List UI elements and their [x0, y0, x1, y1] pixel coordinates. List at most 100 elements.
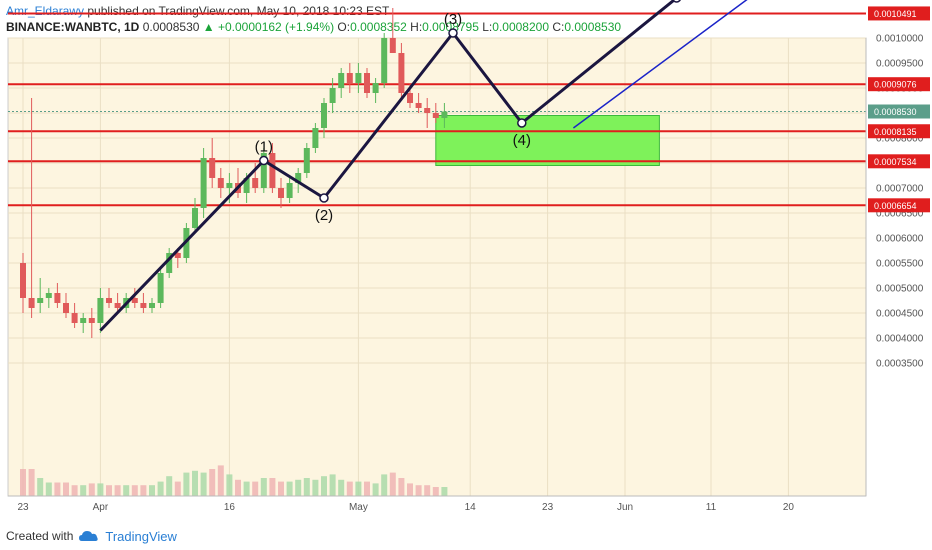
volume-bar [140, 485, 147, 496]
date-tick-label: 23 [542, 502, 554, 513]
wave-point [448, 28, 458, 38]
elliott-wave: (1)(2)(3)(4)(5) [99, 0, 681, 332]
candle-body [295, 173, 302, 183]
candle-body [415, 103, 422, 108]
price-tick-label: 0.0003500 [876, 359, 924, 370]
date-tick-label: May [349, 502, 368, 513]
candle-body [63, 303, 69, 313]
candle-body [372, 83, 379, 93]
candle-body [321, 103, 327, 128]
change-value: ▲ +0.0000162 (+1.94%) [202, 20, 335, 34]
candle-body [54, 293, 61, 303]
date-tick-label: 16 [224, 502, 236, 513]
high-label: H: [410, 20, 423, 34]
candle-body [407, 93, 413, 103]
volume-bar [364, 481, 370, 496]
volume-bar [295, 479, 302, 496]
volume-bar [432, 487, 439, 496]
candle-body [106, 298, 112, 303]
wave-label: (2) [315, 207, 333, 224]
candle-body [441, 111, 448, 118]
support-zone-box [435, 115, 660, 166]
price-tick-label: 0.0009500 [876, 59, 924, 70]
wave-point [517, 118, 527, 128]
volume-bar [157, 481, 164, 496]
candle-body [260, 153, 267, 188]
candle-body [209, 158, 216, 178]
level-label: 0.0009076 [874, 80, 917, 90]
date-tick-label: Jun [617, 502, 633, 513]
candle-body [243, 178, 250, 193]
low-value: 0.0008200 [492, 20, 549, 34]
candle-body [28, 298, 35, 308]
candle-body [217, 178, 224, 188]
low-label: L: [482, 20, 493, 34]
level-label: 0.0008135 [874, 127, 917, 137]
price-tick-label: 0.0004500 [876, 309, 924, 320]
candle-body [346, 73, 353, 83]
volume-bar [269, 478, 276, 496]
candle-body [192, 208, 198, 228]
close-value: 0.0008530 [564, 20, 622, 34]
candle-body [131, 298, 138, 303]
date-tick-label: 11 [706, 502, 717, 513]
volume-bar [381, 474, 388, 496]
price-axis[interactable]: 0.00110000.00105000.00100000.00095000.00… [865, 0, 932, 496]
volume-bar [441, 487, 448, 496]
volume-bar [260, 478, 267, 496]
volume-bar [71, 485, 78, 496]
publish-line: Amr_Eldarawy published on TradingView.co… [6, 3, 926, 19]
level-tag [868, 6, 930, 21]
last-price: 0.0008530 [142, 20, 200, 34]
wave-point [319, 193, 329, 203]
publish-info: published on TradingView.com, May 10, 20… [87, 4, 390, 18]
volume-bar [106, 485, 112, 496]
candle-body [338, 73, 345, 88]
candle-body [20, 263, 26, 298]
volume-bar [346, 481, 353, 496]
volume-bar [398, 478, 405, 496]
price-tick-label: 0.0004000 [876, 334, 924, 345]
volume-bar [312, 479, 319, 496]
volume-bar [200, 472, 207, 496]
volume-bar [183, 472, 190, 496]
wave-label: (4) [513, 132, 531, 149]
plot-area[interactable] [7, 37, 867, 497]
price-tick-label: 0.0010000 [876, 34, 924, 45]
volume-bar [415, 485, 422, 496]
volume-bar [20, 469, 26, 496]
arrow-line [572, 0, 748, 129]
tradingview-brand[interactable]: TradingView [105, 528, 177, 544]
volume-bar [192, 470, 198, 496]
volume-bar [88, 483, 95, 496]
time-axis[interactable]: 23 Apr 16 May 14 23 Jun 11 20 [8, 495, 866, 513]
support-zone [435, 115, 660, 166]
candle-body [157, 273, 164, 303]
volume-bar [63, 482, 69, 496]
candle-body [200, 158, 207, 208]
close-label: C: [552, 20, 565, 34]
candle-body [303, 148, 310, 173]
level-label: 0.0010491 [874, 9, 917, 19]
tradingview-cloud-icon [79, 531, 99, 541]
candle-body [80, 318, 87, 323]
volume-bar [226, 474, 233, 496]
volume-bar [80, 485, 87, 496]
volume-bar [54, 482, 61, 496]
volume-bar [338, 479, 345, 496]
candle-body [149, 303, 155, 308]
author-link[interactable]: Amr_Eldarawy [6, 4, 85, 18]
current-price-tag [868, 104, 930, 119]
candle-body [140, 303, 147, 308]
level-tag [868, 198, 930, 213]
volume-bar [321, 476, 327, 496]
candle-body [252, 178, 259, 188]
volume-bar [174, 481, 181, 496]
candle-body [432, 113, 439, 118]
candle-body [166, 253, 173, 273]
volume-bar [407, 483, 413, 496]
candle-body [381, 38, 388, 83]
horizontal-levels [8, 12, 866, 207]
date-tick-label: 14 [465, 502, 477, 513]
